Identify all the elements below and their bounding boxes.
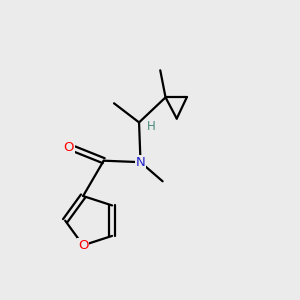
Text: O: O [78,239,88,252]
Text: O: O [64,141,74,154]
Text: N: N [136,156,146,169]
Text: H: H [147,120,156,133]
